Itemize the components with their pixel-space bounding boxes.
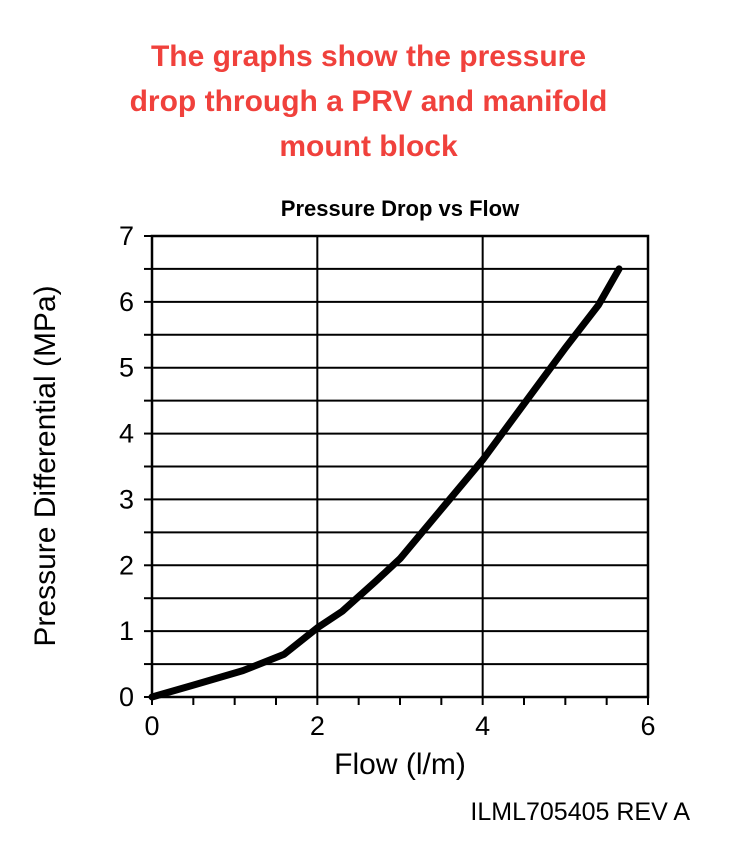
y-tick-label: 4 [119, 419, 134, 449]
x-axis-label: Flow (l/m) [334, 748, 466, 781]
page-heading: The graphs show the pressure drop throug… [0, 34, 737, 169]
page-heading-line: mount block [279, 130, 458, 163]
x-tick-label: 0 [144, 711, 159, 741]
y-tick-label: 2 [119, 550, 134, 580]
y-tick-label: 0 [119, 682, 134, 712]
y-axis-label: Pressure Differential (MPa) [29, 285, 62, 647]
pressure-drop-curve [148, 265, 623, 701]
y-tick-label: 1 [119, 616, 134, 646]
page-heading-line: drop through a PRV and manifold [129, 85, 608, 118]
page-heading-line: The graphs show the pressure [150, 40, 587, 73]
y-tick-label: 7 [119, 221, 134, 251]
y-tick-label: 6 [119, 287, 134, 317]
y-tick-label: 5 [119, 353, 134, 383]
document-reference: ILML705405 REV A [470, 798, 690, 826]
chart-title: Pressure Drop vs Flow [280, 196, 520, 221]
x-tick-label: 2 [310, 711, 325, 741]
y-tick-label: 3 [119, 484, 134, 514]
x-tick-label: 4 [475, 711, 490, 741]
x-tick-label: 6 [640, 711, 655, 741]
